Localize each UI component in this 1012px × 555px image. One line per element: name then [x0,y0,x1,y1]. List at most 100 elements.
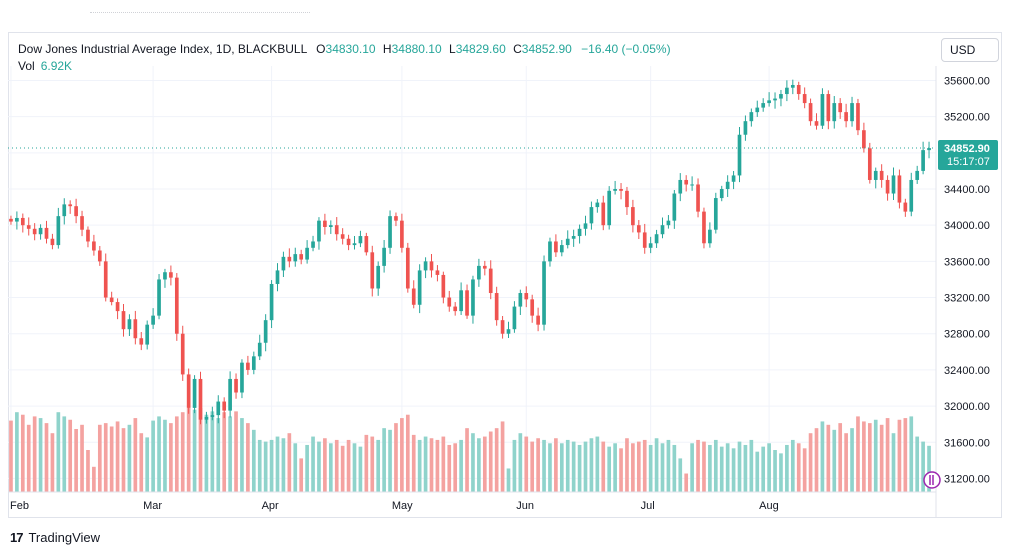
candle[interactable] [554,234,558,257]
candle[interactable] [80,210,84,237]
candle[interactable] [838,98,843,119]
candle[interactable] [352,235,357,250]
candle[interactable] [731,171,736,190]
candle[interactable] [571,229,576,247]
candle[interactable] [607,186,612,230]
candle[interactable] [601,195,606,231]
candle[interactable] [856,98,860,136]
candle[interactable] [423,257,428,279]
candle[interactable] [15,211,19,230]
candle[interactable] [364,232,369,256]
candle[interactable] [251,351,256,375]
candle[interactable] [334,217,339,241]
candle[interactable] [565,230,570,249]
candle[interactable] [636,220,641,240]
candle[interactable] [275,263,280,292]
candle[interactable] [660,217,665,239]
candle[interactable] [512,301,517,333]
candle[interactable] [755,100,760,117]
candle[interactable] [192,375,197,414]
candle[interactable] [346,234,351,251]
footer-attribution[interactable]: 17 TradingView [10,528,100,546]
candle[interactable] [488,260,493,300]
candle[interactable] [873,167,878,189]
candle[interactable] [713,192,718,234]
candle[interactable] [97,245,102,266]
candle[interactable] [542,255,546,331]
candle[interactable] [411,280,416,309]
candle[interactable] [879,164,884,188]
candle[interactable] [465,284,469,319]
candle[interactable] [690,176,694,191]
candle[interactable] [802,87,807,109]
candle[interactable] [613,180,617,195]
candle[interactable] [482,260,487,276]
candle[interactable] [779,89,783,107]
candle[interactable] [832,96,837,129]
candle[interactable] [494,286,499,326]
candle[interactable] [773,92,777,109]
candle[interactable] [311,235,315,252]
candle[interactable] [814,113,819,130]
candle[interactable] [92,234,96,256]
candle[interactable] [536,307,540,332]
candle[interactable] [299,249,304,265]
candle[interactable] [749,108,754,127]
candle[interactable] [216,395,221,424]
candle[interactable] [157,274,161,320]
candle[interactable] [26,217,31,236]
candle[interactable] [263,314,268,352]
candle[interactable] [186,368,191,414]
candle[interactable] [820,88,825,129]
candle[interactable] [909,172,914,217]
candle[interactable] [631,199,635,233]
candle[interactable] [672,190,677,229]
candle[interactable] [796,81,801,100]
candle[interactable] [891,167,896,201]
candle[interactable] [719,185,724,202]
candle[interactable] [648,236,653,254]
candle[interactable] [234,373,238,399]
candle[interactable] [38,224,43,240]
tradingview-corner-icon[interactable] [923,471,941,489]
candle[interactable] [287,248,292,268]
candle[interactable] [844,103,848,128]
candle[interactable] [56,207,61,249]
candle[interactable] [767,92,771,107]
candle[interactable] [145,320,150,350]
candle[interactable] [328,220,333,234]
candle[interactable] [619,183,623,200]
candle[interactable] [524,286,529,308]
candle[interactable] [459,282,463,315]
candle[interactable] [210,406,215,421]
currency-button[interactable]: USD [941,38,999,62]
candle[interactable] [642,223,647,254]
candle[interactable] [400,213,404,253]
candle[interactable] [708,222,712,248]
candle[interactable] [927,141,931,159]
candle[interactable] [702,207,706,249]
candle[interactable] [897,169,902,209]
candle[interactable] [696,178,700,218]
candle[interactable] [163,268,167,288]
candle[interactable] [20,213,25,233]
candle[interactable] [370,245,375,297]
candle[interactable] [530,294,535,323]
candle[interactable] [453,302,458,316]
candle[interactable] [169,265,173,286]
candle[interactable] [151,308,155,329]
candle[interactable] [429,253,434,278]
candle[interactable] [382,240,386,273]
candle[interactable] [405,242,410,293]
candle[interactable] [862,122,866,153]
candle[interactable] [317,217,321,250]
candle[interactable] [174,273,179,341]
candle[interactable] [885,175,890,201]
candle[interactable] [678,173,683,202]
candle[interactable] [68,200,73,214]
candle[interactable] [577,224,582,244]
candle[interactable] [666,215,671,229]
candle[interactable] [74,198,78,224]
candle[interactable] [358,230,363,248]
candle[interactable] [761,98,766,112]
